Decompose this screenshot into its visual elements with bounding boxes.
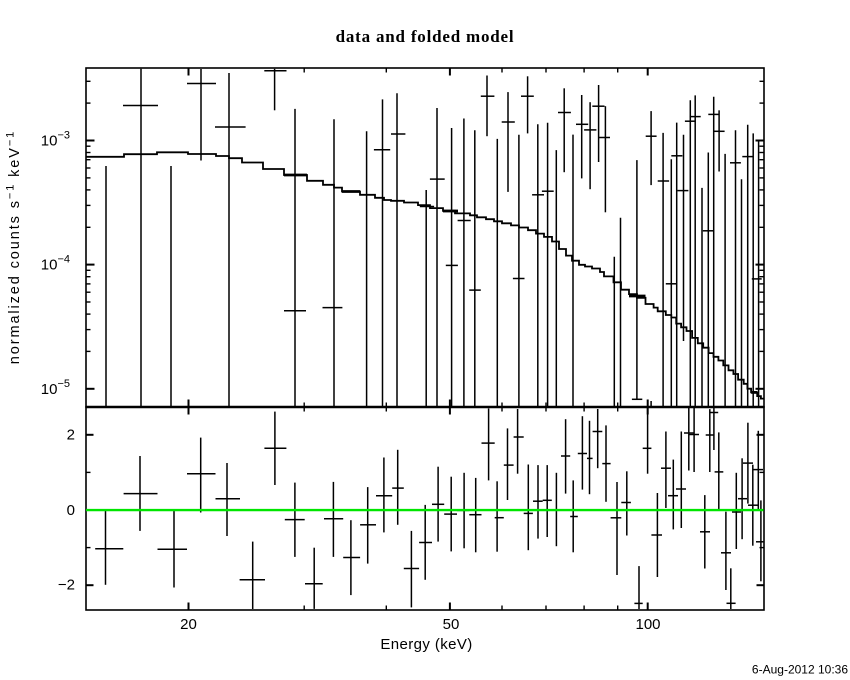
svg-text:100: 100 bbox=[635, 616, 660, 633]
svg-text:50: 50 bbox=[443, 616, 460, 633]
svg-text:20: 20 bbox=[180, 616, 197, 633]
svg-text:data and folded model: data and folded model bbox=[336, 27, 515, 46]
svg-text:normalized counts s−1 keV−1: normalized counts s−1 keV−1 bbox=[5, 130, 24, 364]
svg-text:−2: −2 bbox=[58, 577, 75, 594]
svg-text:2: 2 bbox=[67, 427, 75, 444]
svg-text:0: 0 bbox=[67, 502, 75, 519]
svg-text:Energy (keV): Energy (keV) bbox=[380, 636, 472, 653]
svg-text:6-Aug-2012 10:36: 6-Aug-2012 10:36 bbox=[752, 663, 848, 677]
